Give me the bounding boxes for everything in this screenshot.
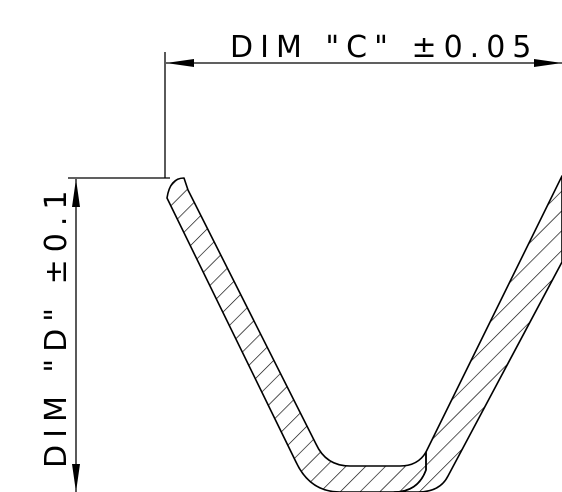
right-wall-section — [393, 175, 562, 492]
dim-c-label: DIM "C" ±0.05 — [230, 30, 538, 65]
left-wall-section — [166, 177, 427, 492]
dim-d-label: DIM "D" ±0.1 — [39, 184, 74, 468]
